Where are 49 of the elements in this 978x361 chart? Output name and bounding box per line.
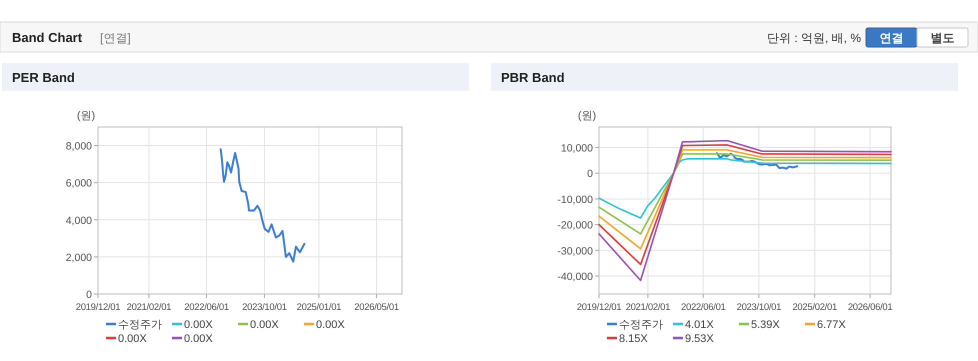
x-tick-label: 2026/05/01 (354, 302, 399, 313)
x-tick-label: 2023/10/01 (736, 302, 782, 313)
y-tick-label: -30,000 (557, 245, 594, 258)
x-tick-label: 2021/02/01 (126, 302, 172, 313)
x-tick-label: 2019/12/01 (576, 302, 622, 313)
legend-label: 5.39X (751, 319, 780, 331)
y-tick-label: 6,000 (66, 178, 92, 190)
legend-label: 0.00X (184, 319, 214, 331)
legend-label: 수정주가 (118, 319, 162, 331)
legend-label: 수정주가 (619, 319, 663, 331)
x-tick-label: 2023/10/01 (242, 302, 287, 313)
y-tick-label: -20,000 (557, 220, 594, 232)
line-series (716, 152, 798, 170)
legend-label: 0.00X (250, 319, 280, 331)
y-tick-label: 0 (587, 168, 594, 180)
text: [연결] (100, 31, 131, 45)
line-series (220, 148, 306, 263)
y-tick-label: 4,000 (66, 214, 92, 227)
legend-label: 9.53X (685, 333, 714, 345)
x-tick-label: 2025/01/01 (296, 302, 342, 313)
legend-label: 0.00X (316, 319, 346, 331)
y-tick-label: 2,000 (66, 252, 92, 264)
text: 연결 (880, 31, 904, 45)
x-tick-label: 2019/12/01 (76, 302, 120, 313)
x-tick-label: 2026/06/01 (848, 302, 892, 313)
legend-label: 8.15X (619, 333, 648, 345)
legend-label: 0.00X (184, 333, 214, 345)
legend-label: 4.01X (685, 319, 714, 331)
text: 별도 (930, 31, 954, 45)
text: Band Chart (12, 30, 83, 45)
x-tick-label: 2021/02/01 (626, 302, 670, 313)
legend-label: 6.77X (817, 319, 846, 331)
legend-label: 0.00X (118, 333, 148, 345)
chart-title: PER Band (12, 70, 75, 85)
text: 단위 : 억원, 배, % (766, 31, 862, 45)
x-tick-label: 2022/06/01 (680, 302, 726, 313)
y-axis-title: (원) (578, 110, 596, 122)
y-axis-title: (원) (76, 110, 96, 122)
y-tick-label: 8,000 (66, 140, 92, 153)
line-series (598, 158, 892, 219)
y-tick-label: -10,000 (557, 194, 594, 206)
line-series (598, 153, 892, 235)
x-tick-label: 2025/02/01 (792, 302, 838, 313)
x-tick-label: 2022/06/01 (184, 302, 229, 313)
y-tick-label: -40,000 (557, 271, 594, 284)
y-tick-label: 0 (86, 289, 92, 301)
line-series (598, 149, 892, 250)
chart-title: PBR Band (501, 70, 565, 85)
y-tick-label: 10,000 (560, 142, 594, 155)
